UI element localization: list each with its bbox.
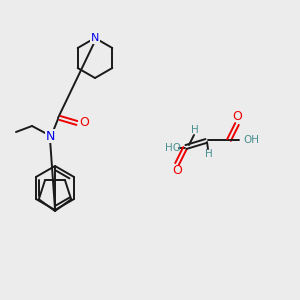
Text: H: H [205, 149, 213, 159]
Text: N: N [45, 130, 55, 142]
Text: N: N [91, 33, 99, 43]
Text: OH: OH [243, 135, 259, 145]
Text: HO: HO [165, 143, 181, 153]
Text: O: O [79, 116, 89, 130]
Text: H: H [191, 125, 199, 135]
Text: O: O [172, 164, 182, 178]
Text: O: O [232, 110, 242, 124]
